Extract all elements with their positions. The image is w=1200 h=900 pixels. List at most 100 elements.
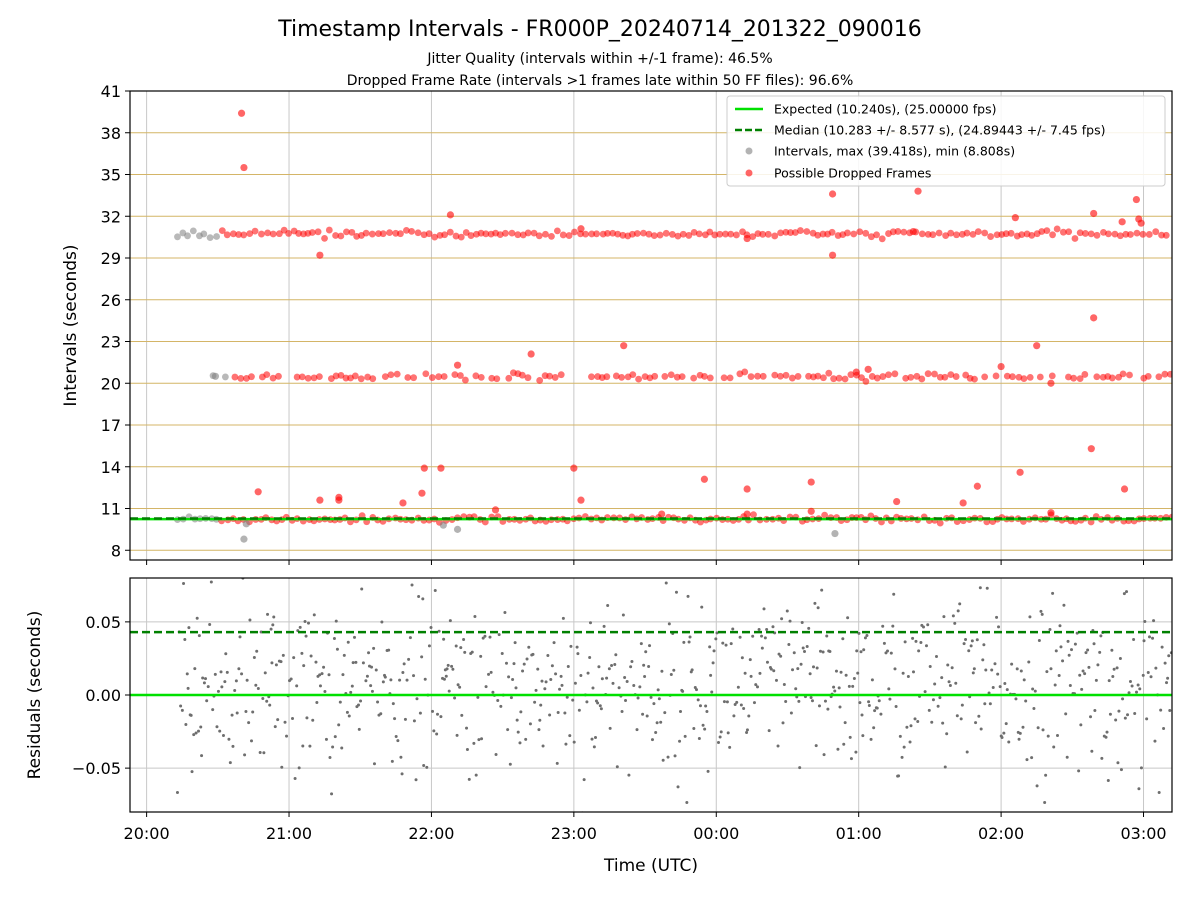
residual-point [655, 721, 659, 725]
residual-point [1039, 609, 1043, 613]
residual-point [958, 602, 962, 606]
residual-point [1110, 648, 1114, 652]
dropped-frame-point [368, 230, 376, 238]
residual-point [195, 616, 199, 620]
dropped-outlier-point [254, 488, 262, 496]
residual-point [799, 662, 803, 666]
dropped-frame-point [248, 373, 255, 381]
residual-point [747, 714, 751, 718]
residual-point [758, 671, 762, 675]
residual-point [756, 685, 760, 689]
dropped-frame-point [936, 519, 944, 527]
residual-point [624, 698, 628, 702]
residual-point [688, 635, 692, 639]
residual-point [808, 672, 812, 676]
residual-point [1062, 603, 1066, 607]
dropped-outlier-point [828, 251, 837, 259]
residual-point [607, 667, 611, 671]
residual-point [860, 713, 864, 717]
residual-point [1114, 718, 1118, 722]
residual-point [663, 711, 667, 715]
dropped-frame-point [722, 230, 729, 238]
residual-point [197, 729, 201, 733]
dropped-frame-point [362, 229, 370, 237]
residual-point [1080, 687, 1084, 691]
residual-point [855, 649, 859, 653]
residual-point [327, 673, 331, 677]
residual-point [1125, 590, 1129, 594]
dropped-outlier-point [1118, 218, 1126, 226]
residual-point [991, 686, 995, 690]
residual-point [1153, 739, 1157, 743]
residual-point [500, 652, 504, 656]
residual-point [1126, 713, 1130, 717]
residual-point [315, 700, 319, 704]
residual-point [465, 747, 469, 751]
dropped-frame-point [535, 232, 543, 240]
dropped-frame-point [218, 227, 226, 234]
residual-point [398, 678, 402, 682]
residual-point [822, 753, 826, 757]
dropped-frame-point [690, 374, 698, 382]
residual-point [1165, 681, 1169, 685]
xtick-label: 01:00 [836, 824, 882, 843]
residual-point [314, 660, 318, 664]
residual-point [442, 677, 446, 681]
xtick-label: 02:00 [978, 824, 1024, 843]
residual-point [649, 695, 653, 699]
residual-point [554, 672, 558, 676]
residual-point [351, 661, 355, 665]
residual-point [565, 695, 569, 699]
dropped-frame-point [697, 518, 704, 526]
dropped-frame-point [1038, 228, 1046, 235]
residual-point [931, 698, 935, 702]
dropped-frame-point [536, 377, 544, 384]
residual-point [837, 686, 841, 690]
residual-point [719, 730, 723, 734]
dropped-frame-point [706, 374, 714, 382]
xtick-label: 20:00 [124, 824, 170, 843]
dropped-frame-point [1076, 229, 1084, 237]
residual-point [962, 642, 966, 646]
residual-point [605, 676, 609, 680]
dropped-frame-point [275, 372, 282, 380]
dropped-frame-point [777, 229, 784, 237]
residual-point [1132, 637, 1136, 641]
residual-point [1099, 634, 1103, 638]
residual-point [599, 707, 603, 711]
top-ytick-label: 17 [101, 416, 121, 435]
dropped-frame-point [885, 371, 892, 379]
residual-point [415, 697, 419, 701]
intervals-panel: 8 11 14 17 20 23 26 29 32 35 38 41 Intervals (second… [61, 82, 1173, 565]
residual-point [306, 621, 310, 625]
residual-point [955, 714, 959, 718]
dropped-frame-point [229, 230, 237, 238]
residual-point [521, 669, 525, 673]
residual-point [1032, 706, 1036, 710]
residual-point [1010, 662, 1014, 666]
residual-point [412, 719, 416, 723]
residual-point [516, 730, 520, 734]
residual-point [659, 720, 663, 724]
residual-point [465, 726, 469, 730]
dropped-frame-point [900, 228, 908, 236]
residual-point [638, 685, 642, 689]
residual-point [396, 739, 400, 743]
dropped-outlier-point [237, 109, 246, 117]
residual-point [933, 682, 937, 686]
residual-point [354, 660, 358, 664]
residual-point [660, 669, 664, 673]
residual-point [1037, 638, 1041, 642]
residual-point [270, 661, 274, 665]
dropped-frame-point [953, 231, 960, 239]
residual-point [724, 643, 728, 647]
dropped-frame-point [263, 371, 271, 379]
dropped-frame-point [747, 373, 755, 380]
residual-point [886, 649, 890, 653]
dropped-frame-point [850, 230, 858, 238]
residual-point [225, 670, 229, 674]
residual-point [1136, 683, 1140, 687]
residual-point [1004, 722, 1008, 726]
dropped-frame-point [862, 229, 870, 237]
residual-point [548, 713, 552, 717]
